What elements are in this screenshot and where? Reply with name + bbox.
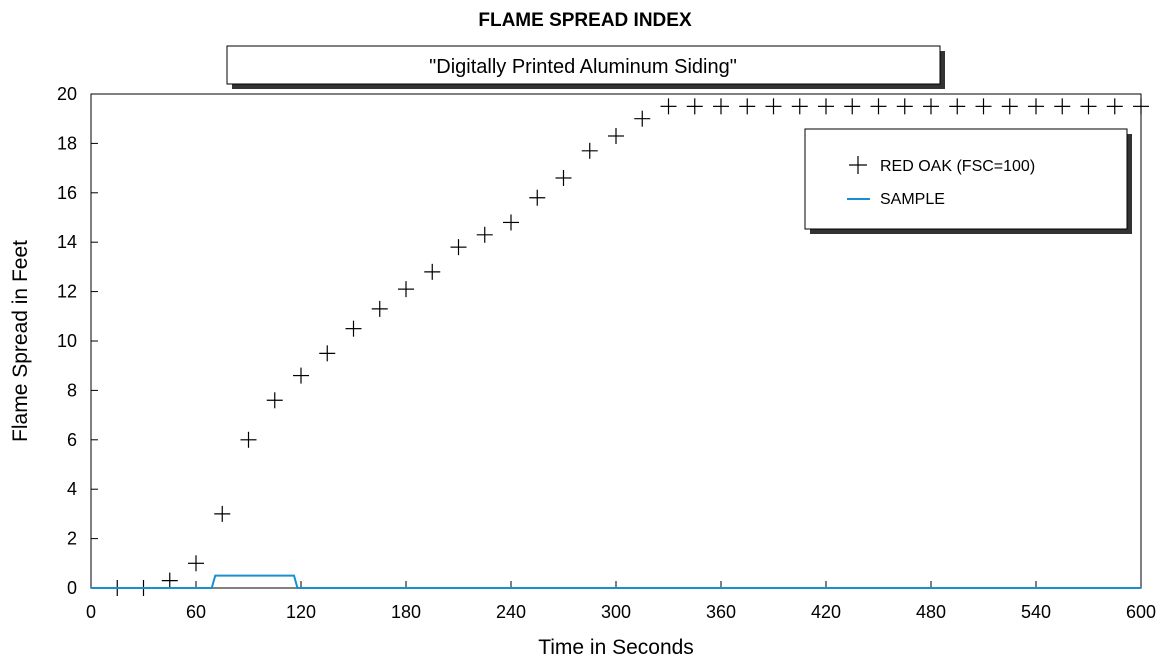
data-point-red-oak: [634, 110, 651, 127]
y-tick-label: 2: [67, 529, 77, 549]
y-axis-label: Flame Spread in Feet: [9, 240, 32, 442]
legend: RED OAK (FSC=100) SAMPLE: [804, 128, 1132, 234]
legend-marker-plus: [849, 156, 867, 174]
data-point-red-oak: [214, 505, 231, 522]
x-tick-label: 360: [706, 602, 736, 622]
subtitle-box: "Digitally Printed Aluminum Siding": [226, 45, 945, 89]
legend-label-red-oak: RED OAK (FSC=100): [880, 158, 1035, 175]
data-point-red-oak: [188, 555, 204, 572]
data-point-red-oak: [424, 263, 441, 280]
y-tick-label: 0: [67, 578, 77, 598]
data-point-red-oak: [371, 300, 388, 317]
data-point-red-oak: [266, 392, 283, 409]
x-tick-label: 60: [186, 602, 206, 622]
data-point-red-oak: [345, 320, 362, 337]
y-tick-label: 14: [57, 232, 77, 252]
data-point-red-oak: [529, 189, 546, 206]
x-tick-label: 120: [286, 602, 316, 622]
y-tick-label: 4: [67, 479, 77, 499]
data-point-red-oak: [1001, 98, 1018, 115]
data-point-red-oak: [293, 367, 309, 384]
y-tick-label: 6: [67, 430, 77, 450]
x-tick-label: 480: [916, 602, 946, 622]
data-point-red-oak: [713, 98, 729, 115]
data-point-red-oak: [161, 572, 178, 589]
chart-title: FLAME SPREAD INDEX: [478, 10, 692, 31]
y-tick-label: 16: [57, 183, 77, 203]
data-point-red-oak: [608, 127, 624, 144]
data-point-red-oak: [870, 98, 887, 115]
data-point-red-oak: [240, 431, 257, 448]
y-tick-label: 8: [67, 380, 77, 400]
data-point-red-oak: [896, 98, 913, 115]
x-tick-label: 240: [496, 602, 526, 622]
series-sample-line: [91, 574, 1141, 589]
data-point-red-oak: [975, 98, 992, 115]
data-point-red-oak: [844, 98, 861, 115]
data-point-red-oak: [476, 226, 493, 243]
data-point-red-oak: [818, 98, 834, 115]
data-point-red-oak: [739, 98, 756, 115]
data-point-red-oak: [1106, 98, 1123, 115]
data-point-red-oak: [686, 98, 703, 115]
x-axis: 0 60 120 180 240 300 360 420 480 540 600: [86, 581, 1156, 622]
data-point-red-oak: [319, 345, 336, 362]
y-axis: 0 2 4 6 8 10 12 14 16 18 20: [57, 84, 98, 598]
x-tick-label: 0: [86, 602, 96, 622]
data-point-red-oak: [1080, 98, 1097, 115]
x-axis-label: Time in Seconds: [538, 636, 694, 659]
data-point-red-oak: [1028, 98, 1044, 115]
data-point-red-oak: [555, 169, 572, 186]
data-point-red-oak: [923, 98, 939, 115]
data-point-red-oak: [1054, 98, 1071, 115]
y-tick-label: 18: [57, 133, 77, 153]
data-point-red-oak: [949, 98, 966, 115]
data-point-red-oak: [765, 98, 782, 115]
data-point-red-oak: [581, 142, 598, 159]
data-point-red-oak: [398, 281, 414, 298]
y-tick-label: 12: [57, 282, 77, 302]
x-tick-label: 300: [601, 602, 631, 622]
x-tick-label: 600: [1126, 602, 1156, 622]
chart-subtitle: "Digitally Printed Aluminum Siding": [429, 56, 737, 78]
data-point-red-oak: [503, 214, 519, 231]
x-tick-label: 540: [1021, 602, 1051, 622]
legend-label-sample: SAMPLE: [880, 191, 945, 208]
x-tick-label: 180: [391, 602, 421, 622]
data-point-red-oak: [450, 239, 467, 256]
x-tick-label: 420: [811, 602, 841, 622]
y-tick-label: 20: [57, 84, 77, 104]
y-tick-label: 10: [57, 331, 77, 351]
data-point-red-oak: [791, 98, 808, 115]
data-point-red-oak: [660, 98, 677, 115]
data-point-red-oak: [1133, 98, 1149, 115]
